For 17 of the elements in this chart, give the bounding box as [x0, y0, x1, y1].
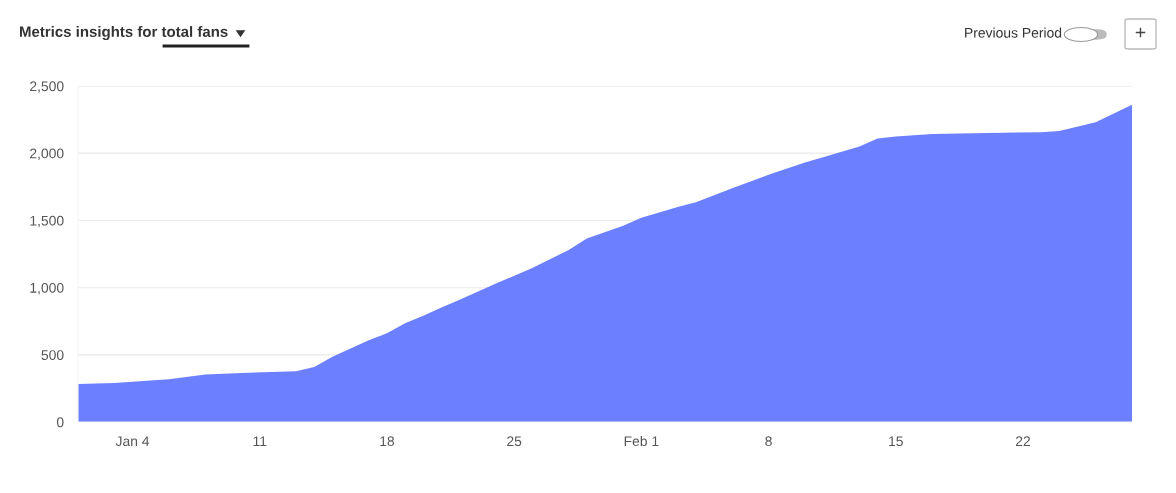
x-tick-label: Jan 4 — [115, 436, 150, 447]
x-tick-label: 18 — [380, 436, 395, 447]
chart-title: Metrics insights for total fans — [20, 25, 228, 41]
y-tick-label: 0 — [56, 417, 64, 428]
y-tick-label: 2,000 — [30, 148, 64, 161]
x-tick-label: 15 — [889, 436, 903, 447]
text: + — [1135, 27, 1146, 38]
x-tick-label: Feb 1 — [624, 435, 659, 447]
x-tick-label: 25 — [507, 436, 522, 447]
y-tick-label: 500 — [41, 350, 64, 360]
x-tick-label: 22 — [1015, 436, 1030, 446]
x-tick-label: 8 — [765, 436, 772, 447]
y-tick-label: 2,500 — [30, 81, 64, 93]
text: Previous Period — [965, 27, 1062, 38]
y-tick-label: 1,500 — [30, 215, 64, 228]
y-tick-label: 1,000 — [30, 282, 64, 295]
x-tick-label: 11 — [253, 436, 267, 446]
